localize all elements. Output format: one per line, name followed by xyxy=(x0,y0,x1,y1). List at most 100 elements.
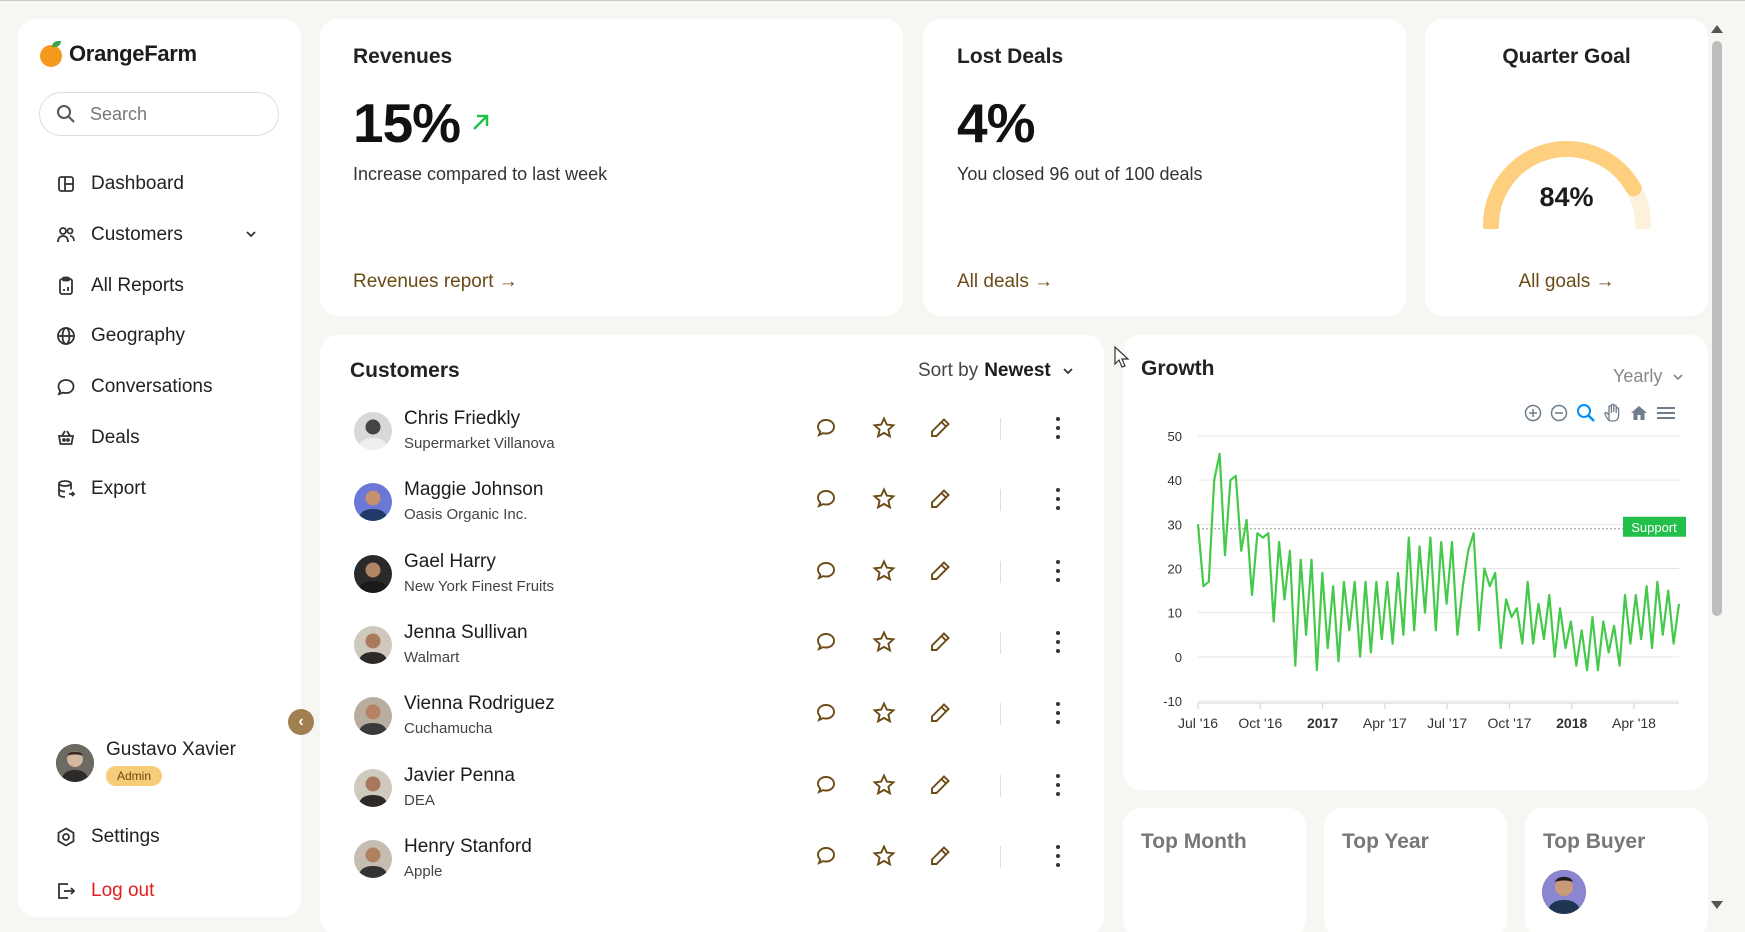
top-year-card: Top Year xyxy=(1324,808,1507,932)
settings-label: Settings xyxy=(91,826,160,847)
revenues-description: Increase compared to last week xyxy=(353,164,608,184)
menu-icon[interactable] xyxy=(1655,403,1677,423)
more-options-icon[interactable] xyxy=(1055,630,1061,657)
y-tick-label: 20 xyxy=(1168,562,1182,577)
globe-icon xyxy=(57,327,75,345)
message-icon[interactable] xyxy=(814,844,838,868)
logout-icon xyxy=(58,883,76,899)
more-options-icon[interactable] xyxy=(1055,773,1061,800)
pencil-icon[interactable] xyxy=(928,773,952,797)
brand-logo[interactable]: OrangeFarm xyxy=(40,41,197,67)
revenues-report-link[interactable]: Revenues report → xyxy=(353,271,518,292)
pencil-icon[interactable] xyxy=(928,559,952,583)
nav-deals[interactable]: Deals xyxy=(18,418,301,458)
star-icon[interactable] xyxy=(872,701,896,725)
message-icon[interactable] xyxy=(814,559,838,583)
customer-name: Jenna Sullivan xyxy=(404,621,528,643)
chevron-down-icon[interactable] xyxy=(244,227,258,241)
period-value: Yearly xyxy=(1613,366,1663,386)
star-icon[interactable] xyxy=(872,416,896,440)
nav-conversations[interactable]: Conversations xyxy=(18,367,301,407)
customer-company: Apple xyxy=(404,862,443,880)
settings-link[interactable]: Settings xyxy=(18,817,301,857)
customer-row[interactable]: Maggie Johnson Oasis Organic Inc. xyxy=(320,477,1068,541)
customer-name: Henry Stanford xyxy=(404,835,532,857)
home-reset-icon[interactable] xyxy=(1629,403,1649,423)
collapse-sidebar-button[interactable]: ‹ xyxy=(288,709,314,735)
pencil-icon[interactable] xyxy=(928,416,952,440)
star-icon[interactable] xyxy=(872,772,896,797)
top-buyer-avatar xyxy=(1542,870,1586,914)
customer-avatar xyxy=(354,697,392,736)
chart-toolbar xyxy=(1523,403,1677,423)
quarter-goal-card: Quarter Goal 84% All goals → xyxy=(1425,19,1708,316)
nav-dashboard[interactable]: Dashboard xyxy=(18,164,301,204)
zoom-in-icon[interactable] xyxy=(1523,403,1543,423)
x-tick-label: Apr '17 xyxy=(1363,715,1407,731)
customer-avatar xyxy=(354,483,392,522)
scroll-down-arrow[interactable] xyxy=(1711,901,1723,909)
nav-geography[interactable]: Geography xyxy=(18,316,301,356)
y-tick-label: 30 xyxy=(1168,517,1182,532)
message-icon[interactable] xyxy=(814,487,838,511)
customer-row[interactable]: Henry Stanford Apple xyxy=(320,834,1068,898)
star-icon[interactable] xyxy=(872,487,896,511)
customer-row[interactable]: Javier Penna DEA xyxy=(320,763,1068,827)
database-icon xyxy=(58,480,76,498)
message-icon[interactable] xyxy=(814,416,838,440)
brand-name: OrangeFarm xyxy=(69,41,197,66)
divider xyxy=(1000,774,1001,797)
divider xyxy=(1000,845,1001,868)
nav-export[interactable]: Export xyxy=(18,469,301,509)
divider xyxy=(1000,418,1001,440)
zoom-out-icon[interactable] xyxy=(1549,403,1569,423)
search-input[interactable]: Search xyxy=(39,92,279,136)
chevron-down-icon xyxy=(1063,368,1073,375)
star-icon[interactable] xyxy=(872,844,896,868)
more-options-icon[interactable] xyxy=(1055,417,1061,443)
more-options-icon[interactable] xyxy=(1055,488,1061,514)
scrollbar-thumb[interactable] xyxy=(1712,41,1722,616)
pencil-icon[interactable] xyxy=(928,701,952,725)
selection-zoom-icon[interactable] xyxy=(1575,403,1597,423)
period-dropdown[interactable]: Yearly xyxy=(1613,366,1684,387)
pencil-icon[interactable] xyxy=(928,487,952,511)
customer-row[interactable]: Chris Friedkly Supermarket Villanova xyxy=(320,406,1068,470)
lost-deals-description: You closed 96 out of 100 deals xyxy=(957,164,1203,184)
customer-row[interactable]: Jenna Sullivan Walmart xyxy=(320,620,1068,684)
sort-dropdown[interactable]: Sort by Newest xyxy=(918,360,1075,382)
nav-customers[interactable]: Customers xyxy=(18,215,301,255)
pencil-icon[interactable] xyxy=(928,844,952,868)
page-scrollbar[interactable] xyxy=(1710,19,1724,919)
all-deals-link[interactable]: All deals → xyxy=(957,271,1054,292)
user-name: Gustavo Xavier xyxy=(106,739,236,760)
logout-link[interactable]: Log out xyxy=(18,871,301,911)
sort-value: Newest xyxy=(984,360,1051,381)
message-icon[interactable] xyxy=(814,701,838,725)
user-profile[interactable]: Gustavo Xavier Admin xyxy=(56,739,236,786)
message-icon[interactable] xyxy=(814,773,838,797)
nav-all-reports[interactable]: All Reports xyxy=(18,266,301,306)
pencil-icon[interactable] xyxy=(928,630,952,654)
all-goals-link[interactable]: All goals → xyxy=(1518,271,1615,292)
sort-prefix: Sort by xyxy=(918,360,979,381)
more-options-icon[interactable] xyxy=(1055,559,1061,586)
nav-label: Customers xyxy=(91,224,183,245)
star-icon[interactable] xyxy=(872,630,896,654)
pan-hand-icon[interactable] xyxy=(1603,403,1623,423)
customer-row[interactable]: Gael Harry New York Finest Fruits xyxy=(320,549,1068,613)
message-icon[interactable] xyxy=(814,630,838,654)
growth-series-line xyxy=(1196,452,1681,672)
more-options-icon[interactable] xyxy=(1055,844,1061,871)
star-icon[interactable] xyxy=(872,558,896,583)
search-icon xyxy=(57,105,75,123)
customer-name: Maggie Johnson xyxy=(404,479,544,501)
scroll-up-arrow[interactable] xyxy=(1711,25,1723,33)
customer-row[interactable]: Vienna Rodriguez Cuchamucha xyxy=(320,691,1068,755)
customers-card: Customers Sort by Newest Chris Friedkly S… xyxy=(320,335,1104,932)
customer-company: Supermarket Villanova xyxy=(404,435,555,452)
top-buyer-card: Top Buyer xyxy=(1525,808,1708,932)
revenues-card: Revenues 15% Increase compared to last w… xyxy=(320,19,903,316)
more-options-icon[interactable] xyxy=(1055,702,1061,728)
customer-avatar xyxy=(354,839,392,878)
